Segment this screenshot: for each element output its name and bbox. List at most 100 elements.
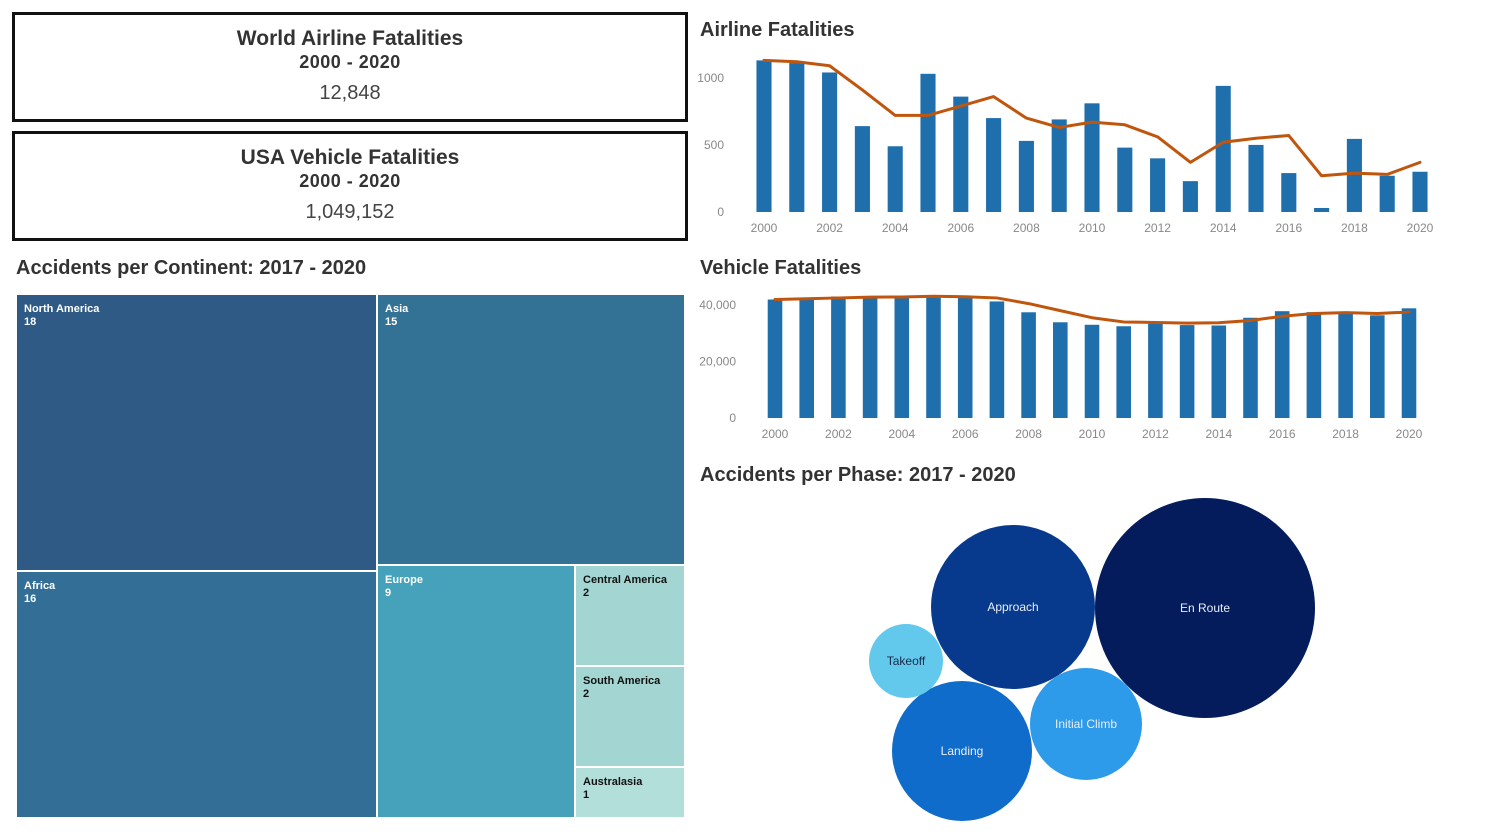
y-tick-label: 0: [717, 205, 724, 219]
bar-2020[interactable]: [1412, 171, 1428, 212]
bar-2007[interactable]: [989, 301, 1005, 418]
treemap-label: Africa 16: [24, 580, 55, 606]
bar-2003[interactable]: [862, 296, 878, 418]
bar-2014[interactable]: [1215, 85, 1231, 212]
bar-2016[interactable]: [1281, 173, 1297, 212]
x-tick-label: 2004: [882, 221, 909, 235]
bar-2004[interactable]: [887, 146, 903, 212]
bar-2015[interactable]: [1248, 144, 1264, 212]
bar-2020[interactable]: [1401, 308, 1417, 418]
kpi-title: World Airline Fatalities: [236, 27, 464, 50]
y-tick-label: 1000: [697, 71, 724, 85]
bubble-label: Approach: [987, 600, 1038, 614]
x-tick-label: 2014: [1205, 427, 1232, 441]
x-tick-label: 2012: [1144, 221, 1171, 235]
bar-2010[interactable]: [1084, 324, 1100, 418]
bar-2012[interactable]: [1148, 322, 1163, 418]
bar-2011[interactable]: [1117, 147, 1133, 212]
bar-2019[interactable]: [1370, 315, 1385, 418]
bar-2014[interactable]: [1211, 325, 1227, 418]
x-tick-label: 2012: [1142, 427, 1169, 441]
kpi-value: 12,848: [319, 82, 381, 104]
bar-2015[interactable]: [1243, 317, 1258, 418]
bar-2019[interactable]: [1379, 175, 1395, 212]
bar-2017[interactable]: [1314, 207, 1330, 212]
bubble-landing[interactable]: [892, 681, 1032, 821]
treemap-name: Central America: [583, 574, 667, 587]
bar-2001[interactable]: [789, 63, 805, 213]
bar-2016[interactable]: [1274, 311, 1290, 418]
treemap-cell-south-america[interactable]: South America 2: [575, 666, 685, 768]
bar-2005[interactable]: [920, 73, 936, 212]
bar-2018[interactable]: [1346, 138, 1362, 212]
bubble-takeoff[interactable]: [869, 624, 943, 698]
bar-2008[interactable]: [1021, 312, 1036, 418]
bar-2018[interactable]: [1338, 313, 1353, 418]
bar-2004[interactable]: [894, 296, 910, 418]
bar-2006[interactable]: [957, 297, 973, 418]
kpi-card-vehicle: USA Vehicle Fatalities 2000 - 2020 1,049…: [12, 131, 688, 241]
y-tick-label: 40,000: [699, 298, 736, 312]
treemap-value: 2: [583, 688, 590, 701]
x-tick-label: 2016: [1275, 221, 1302, 235]
bubble-approach[interactable]: [931, 525, 1095, 689]
treemap-label: Central America 2: [583, 574, 667, 600]
phase-bubble-chart: En Route Approach Landing Initial Climb Take…: [869, 498, 1315, 821]
x-tick-label: 2002: [825, 427, 852, 441]
x-tick-label: 2004: [888, 427, 915, 441]
bar-2009[interactable]: [1051, 119, 1067, 212]
x-tick-label: 2020: [1396, 427, 1423, 441]
bar-2010[interactable]: [1084, 103, 1100, 212]
treemap-cell-australasia[interactable]: Australasia 1: [575, 767, 685, 818]
bar-2000[interactable]: [767, 299, 783, 418]
treemap-name: Europe: [385, 574, 423, 587]
bar-2000[interactable]: [756, 60, 772, 213]
bubble-initial-climb[interactable]: [1030, 668, 1142, 780]
bar-2002[interactable]: [822, 72, 838, 212]
x-tick-label: 2010: [1079, 427, 1106, 441]
y-tick-label: 20,000: [699, 355, 736, 369]
treemap-name: Africa: [24, 580, 56, 593]
x-tick-label: 2018: [1341, 221, 1368, 235]
vehicle-chart-title: Vehicle Fatalities: [700, 257, 862, 279]
bubble-label: Landing: [941, 744, 984, 758]
x-tick-label: 2016: [1269, 427, 1296, 441]
kpi-period: 2000 - 2020: [299, 52, 401, 72]
treemap-label: Asia 15: [385, 303, 408, 329]
x-tick-label: 2008: [1013, 221, 1040, 235]
bar-2011[interactable]: [1116, 326, 1131, 418]
bar-2009[interactable]: [1053, 322, 1068, 418]
bar-2007[interactable]: [986, 118, 1002, 212]
airline-fatalities-chart: 2000 2002 2004 2006 2008 2010 2012 2014 2016 2018…: [697, 58, 1434, 235]
bar-2005[interactable]: [926, 295, 941, 418]
y-tick-label: 500: [704, 138, 724, 152]
x-tick-label: 2006: [952, 427, 979, 441]
treemap-cell-central-america[interactable]: Central America 2: [575, 565, 685, 667]
treemap-cell-north-america[interactable]: North America 18: [16, 294, 378, 572]
treemap-cell-europe[interactable]: Europe 9: [377, 565, 576, 818]
x-tick-label: 2000: [762, 427, 789, 441]
treemap-name: North America: [24, 303, 100, 315]
treemap-label: Europe 9: [385, 574, 423, 600]
bubble-en-route[interactable]: [1095, 498, 1315, 718]
bar-2017[interactable]: [1306, 312, 1322, 418]
x-tick-label: 2006: [947, 221, 974, 235]
trend-line: [762, 58, 1422, 178]
bar-2006[interactable]: [953, 96, 969, 212]
bar-2003[interactable]: [854, 126, 870, 212]
bar-2001[interactable]: [799, 298, 814, 418]
bar-2013[interactable]: [1179, 325, 1195, 418]
kpi-value: 1,049,152: [305, 201, 395, 223]
x-tick-label: 2002: [816, 221, 843, 235]
treemap-cell-africa[interactable]: Africa 16: [16, 571, 378, 818]
bar-2012[interactable]: [1150, 158, 1166, 212]
bar-2002[interactable]: [831, 296, 846, 418]
treemap-value: 9: [385, 587, 392, 600]
treemap-label: South America 2: [583, 675, 660, 701]
treemap-cell-asia[interactable]: Asia 15: [377, 294, 685, 566]
vehicle-fatalities-chart: 2000 2002 2004 2006 2008 2010 2012 2014 2016 2018…: [699, 294, 1423, 441]
bar-2008[interactable]: [1018, 140, 1034, 212]
bar-2013[interactable]: [1182, 181, 1198, 212]
y-tick-label: 0: [729, 411, 736, 425]
x-tick-label: 2020: [1407, 221, 1434, 235]
